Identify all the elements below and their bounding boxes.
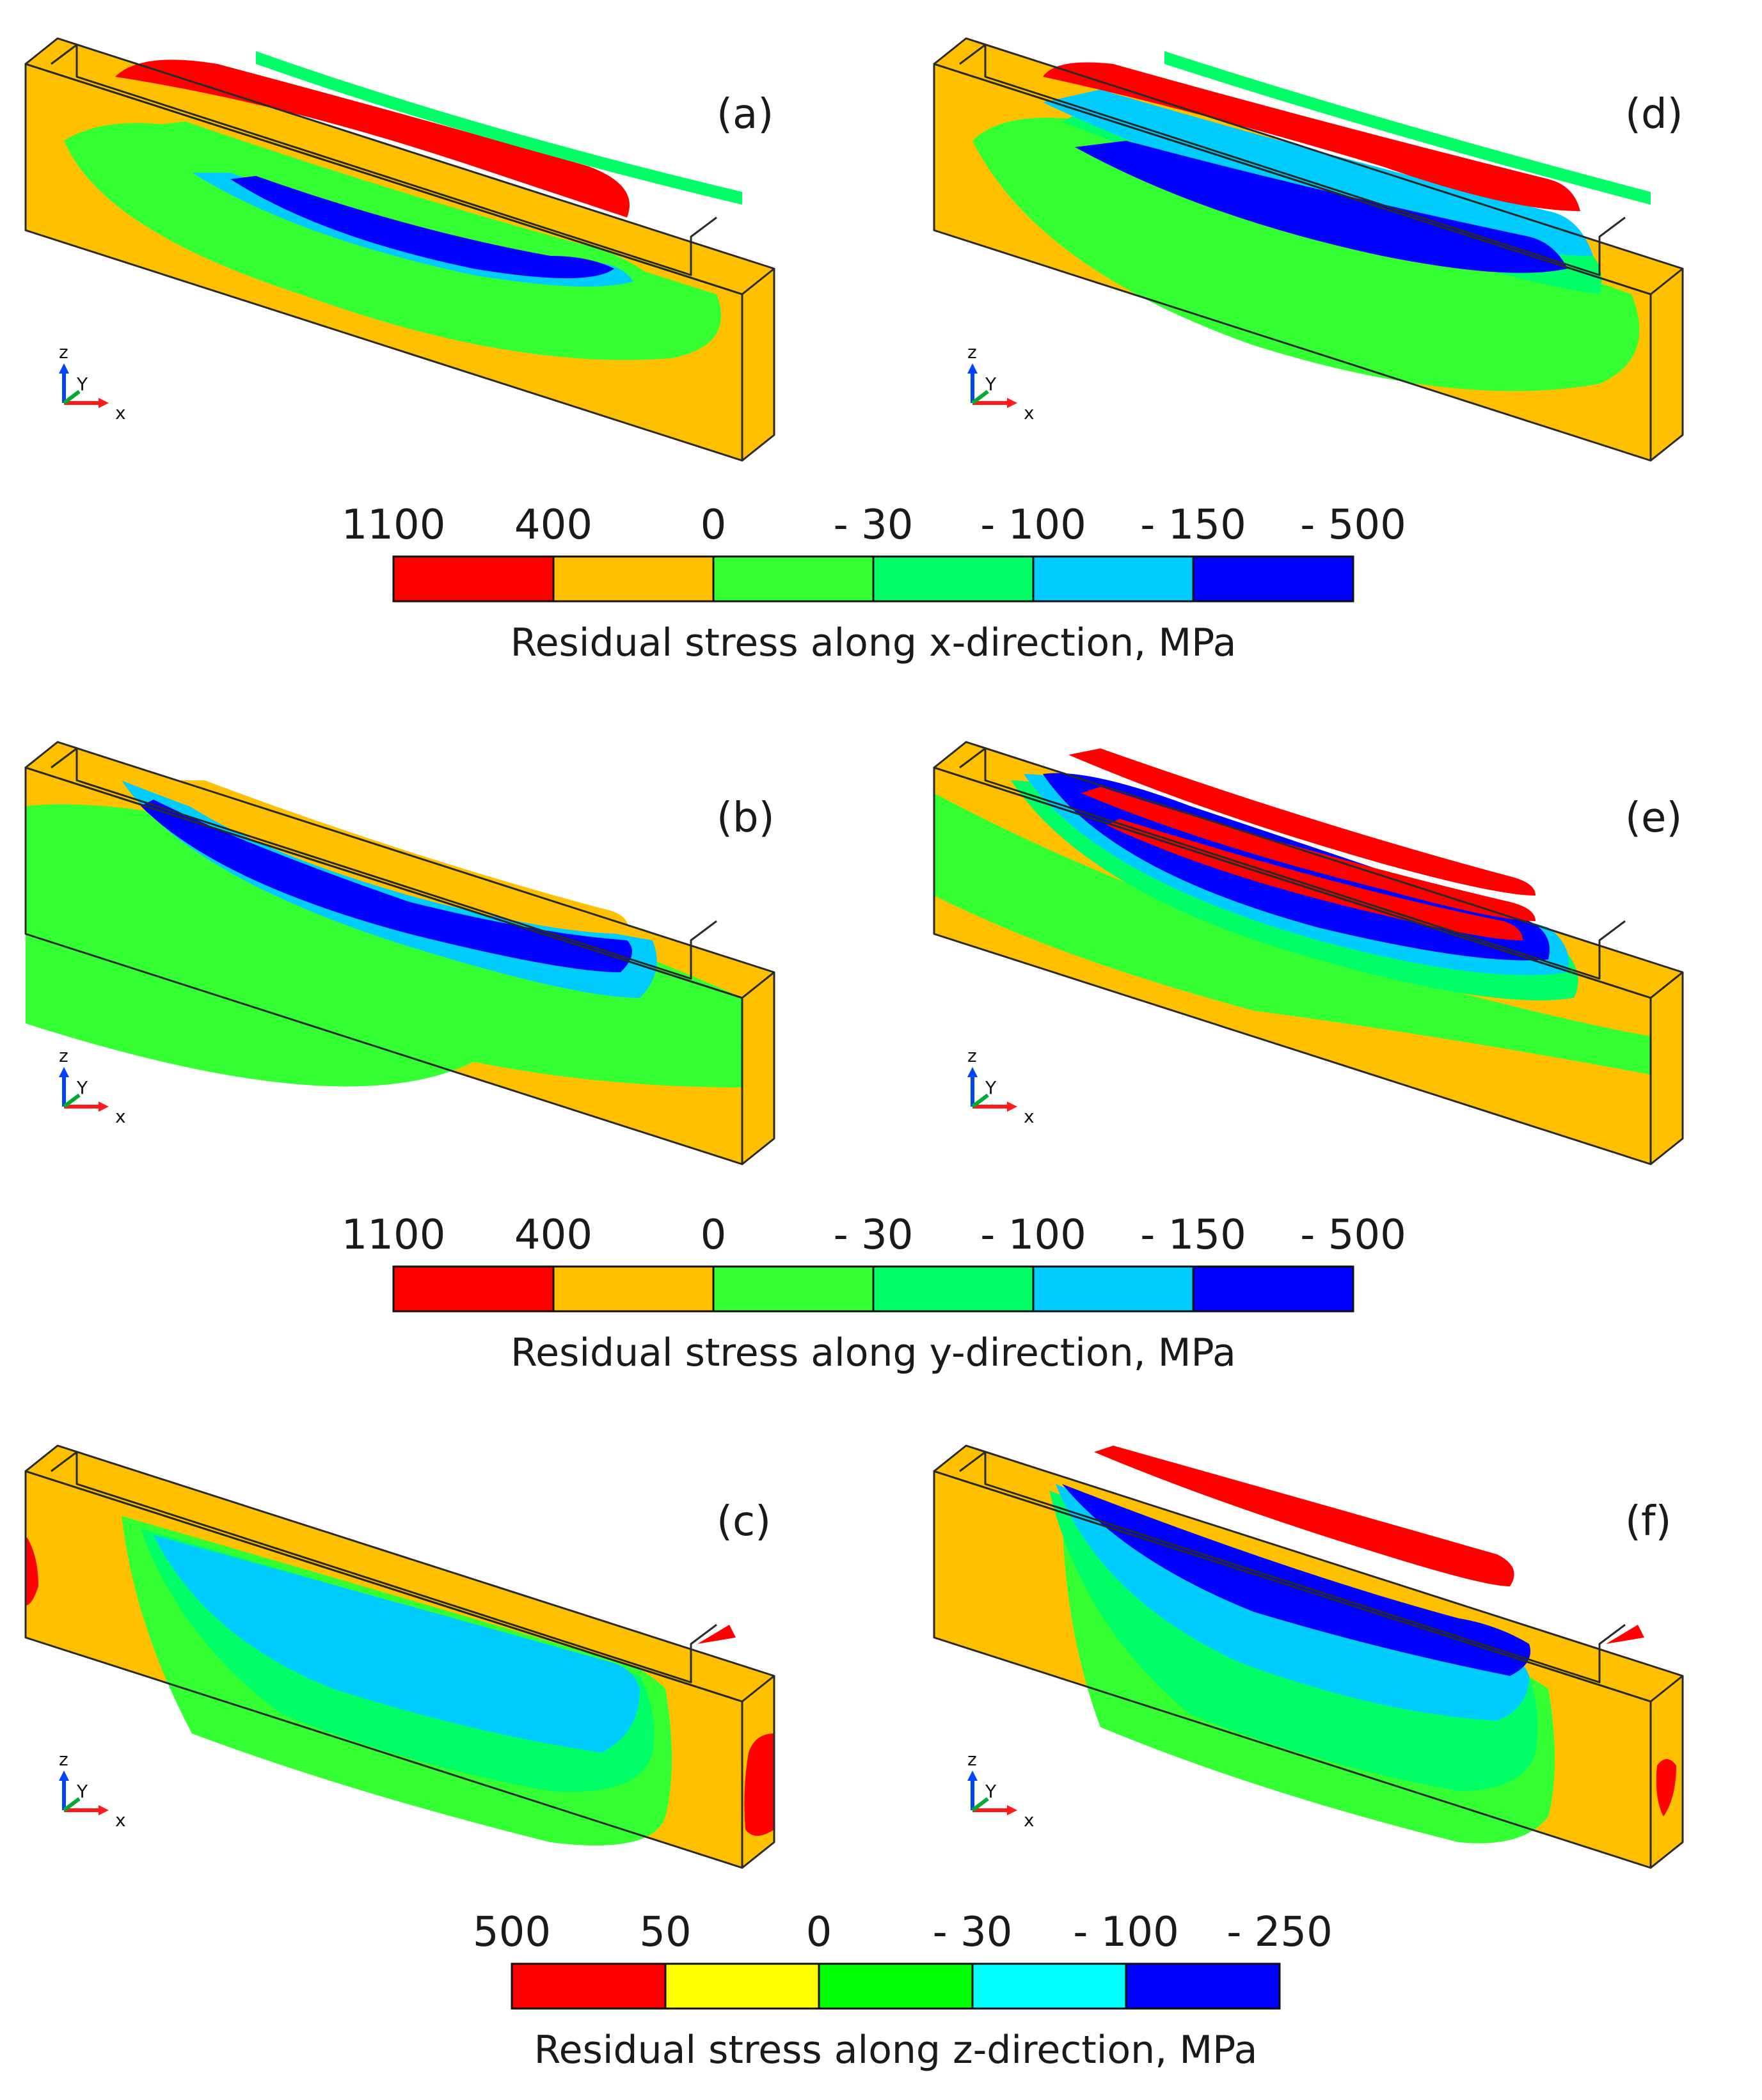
panel-d: z Y x (d) [933,37,1684,462]
panel-a: z Y x (a) [24,37,775,462]
panel-c-label: (c) [717,1498,771,1545]
svg-text:x: x [1024,402,1035,423]
svg-text:x: x [1024,1106,1035,1127]
colorbar-x: 1100 400 0 - 30 - 100 - 150 - 500 Residual stre… [342,501,1406,665]
colorbar-y-tick-5: - 150 [1140,1212,1246,1259]
colorbar-x-tick-3: - 30 [834,501,914,549]
svg-text:z: z [967,342,977,363]
svg-text:z: z [59,342,68,363]
colorbar-z-bin-1 [664,1962,820,2010]
colorbar-z-bin-4 [1125,1962,1281,2010]
colorbar-y-bin-3 [872,1265,1035,1313]
colorbar-x-bin-4 [1032,555,1195,603]
colorbar-x-bin-2 [712,555,875,603]
colorbar-z-bin-3 [971,1962,1127,2010]
svg-text:Y: Y [76,374,88,395]
panel-e: z Y x (e) [933,741,1684,1165]
colorbar-z-tick-4: - 100 [1073,1909,1179,1956]
colorbar-z-tick-5: - 250 [1226,1909,1333,1956]
colorbar-y-bin-0 [392,1265,555,1313]
panel-d-label: (d) [1625,91,1683,138]
svg-text:Y: Y [985,1781,997,1802]
svg-text:z: z [59,1749,68,1770]
colorbar-y-tick-0: 1100 [342,1212,446,1259]
svg-text:z: z [59,1045,68,1066]
colorbar-z-tick-1: 50 [639,1909,691,1956]
colorbar-z-title: Residual stress along z-direction, MPa [534,2028,1258,2072]
svg-text:x: x [1024,1810,1035,1831]
panel-e-label: (e) [1625,794,1682,842]
svg-text:Y: Y [76,1077,88,1098]
colorbar-x-tick-0: 1100 [342,501,446,549]
panel-c: z Y x (c) [24,1444,775,1869]
svg-text:z: z [967,1749,977,1770]
panel-a-label: (a) [717,91,774,138]
colorbar-y-title: Residual stress along y-direction, MPa [511,1330,1236,1375]
colorbar-z-tick-0: 500 [473,1909,551,1956]
colorbar-y: 1100 400 0 - 30 - 100 - 150 - 500 Residual stre… [342,1212,1406,1375]
colorbar-z-bin-2 [818,1962,974,2010]
colorbar-x-tick-4: - 100 [980,501,1086,549]
svg-text:Y: Y [985,374,997,395]
svg-text:z: z [967,1045,977,1066]
panel-b: z Y x (b) [24,741,775,1165]
colorbar-x-bin-3 [872,555,1035,603]
colorbar-z-bin-0 [511,1962,667,2010]
svg-text:x: x [115,1810,126,1831]
colorbar-x-title: Residual stress along x-direction, MPa [511,620,1237,665]
svg-text:Y: Y [76,1781,88,1802]
colorbar-x-tick-5: - 150 [1140,501,1246,549]
svg-text:Y: Y [985,1077,997,1098]
colorbar-x-bin-0 [392,555,555,603]
colorbar-x-bin-5 [1192,555,1354,603]
panel-b-label: (b) [717,794,775,842]
colorbar-y-bin-4 [1032,1265,1195,1313]
colorbar-y-bin-5 [1192,1265,1354,1313]
colorbar-y-tick-4: - 100 [980,1212,1086,1259]
colorbar-y-tick-2: 0 [701,1212,727,1259]
colorbar-x-tick-2: 0 [701,501,727,549]
colorbar-x-tick-1: 400 [514,501,592,549]
panel-f: z Y x (f) [933,1444,1684,1869]
colorbar-y-tick-1: 400 [514,1212,592,1259]
colorbar-y-bin-2 [712,1265,875,1313]
colorbar-x-tick-6: - 500 [1300,501,1406,549]
svg-text:x: x [115,1106,126,1127]
colorbar-y-bin-1 [552,1265,715,1313]
svg-text:x: x [115,402,126,423]
colorbar-y-tick-3: - 30 [834,1212,914,1259]
colorbar-z-tick-2: 0 [806,1909,832,1956]
colorbar-x-bin-1 [552,555,715,603]
colorbar-z-tick-3: - 30 [933,1909,1013,1956]
colorbar-y-tick-6: - 500 [1300,1212,1406,1259]
panel-f-label: (f) [1625,1498,1671,1545]
